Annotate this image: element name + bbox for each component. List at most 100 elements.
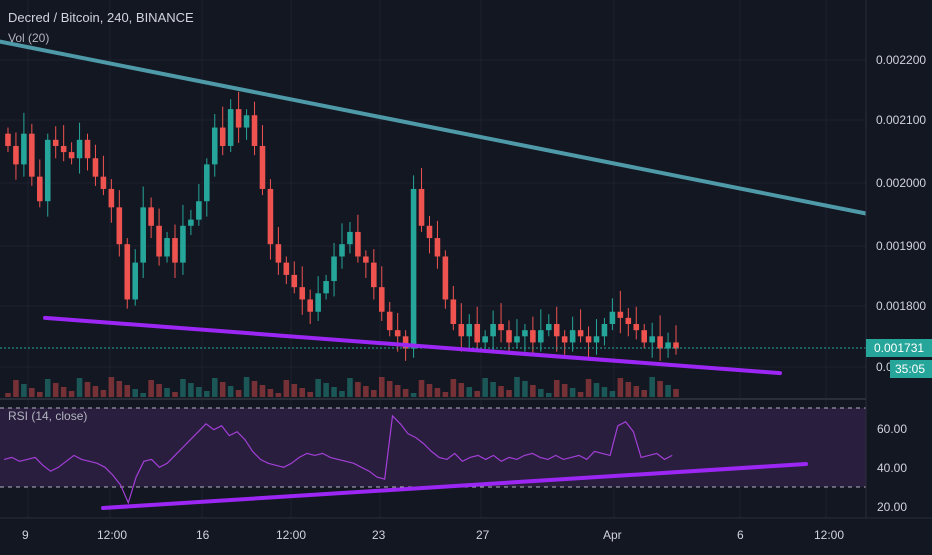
volume-bar bbox=[211, 378, 218, 397]
volume-bar bbox=[299, 388, 306, 397]
current-price-label: 0.001731 bbox=[874, 341, 924, 355]
volume-bar bbox=[148, 380, 154, 397]
volume-bar bbox=[5, 393, 11, 397]
candle-body bbox=[164, 238, 170, 257]
current-price-badge bbox=[866, 339, 932, 357]
candle-body bbox=[60, 145, 67, 153]
candle-body bbox=[530, 330, 536, 343]
candle-body bbox=[538, 330, 544, 343]
volume-bar bbox=[219, 382, 226, 397]
volume-bar bbox=[553, 380, 560, 397]
candle-body bbox=[196, 201, 202, 220]
volume-bar bbox=[657, 381, 663, 397]
candle-body bbox=[116, 207, 123, 245]
candle-body bbox=[506, 330, 512, 343]
time-tick: 16 bbox=[196, 528, 210, 542]
candle-body bbox=[490, 324, 496, 337]
candle-body bbox=[569, 330, 576, 343]
symbol-title[interactable]: Decred / Bitcoin, 240, BINANCE bbox=[8, 10, 194, 25]
candle-body bbox=[402, 336, 409, 349]
candle-body bbox=[665, 342, 671, 349]
volume-bar bbox=[482, 378, 488, 397]
price-tick: 0.001800 bbox=[876, 299, 926, 313]
candle-body bbox=[609, 311, 616, 325]
candle-body bbox=[156, 225, 162, 257]
volume-bar bbox=[92, 386, 99, 397]
candle-body bbox=[29, 133, 35, 177]
candle-body bbox=[5, 133, 11, 146]
time-tick: 23 bbox=[372, 528, 386, 542]
time-tick: Apr bbox=[603, 528, 622, 542]
volume-bar bbox=[172, 392, 178, 397]
candle-body bbox=[84, 139, 91, 159]
pane-divider[interactable] bbox=[0, 398, 866, 400]
candle-body bbox=[593, 336, 600, 343]
candle-body bbox=[21, 133, 27, 165]
volume-bar bbox=[68, 391, 75, 397]
volume-bar bbox=[673, 389, 679, 397]
candle-body bbox=[204, 164, 210, 202]
volume-bar bbox=[593, 383, 600, 397]
volume-bar bbox=[490, 382, 496, 397]
volume-bar bbox=[347, 378, 353, 397]
candle-body bbox=[482, 336, 488, 343]
candle-body bbox=[577, 330, 584, 337]
volume-bar bbox=[378, 377, 385, 397]
volume-bar bbox=[498, 386, 504, 397]
time-tick: 27 bbox=[476, 528, 490, 542]
volume-bar bbox=[561, 384, 568, 397]
candle-body bbox=[275, 244, 282, 263]
volume-label[interactable]: Vol (20) bbox=[8, 31, 49, 45]
price-tick: 0.002000 bbox=[876, 176, 926, 190]
volume-bar bbox=[140, 393, 146, 397]
volume-bar bbox=[601, 387, 608, 397]
candle-body bbox=[283, 262, 290, 275]
candle-body bbox=[323, 281, 329, 294]
candle-body bbox=[514, 336, 520, 343]
countdown-label: 35:05 bbox=[895, 362, 925, 376]
price-tick: 0.002200 bbox=[876, 53, 926, 67]
volume-bar bbox=[132, 389, 139, 397]
price-tick: 0.002100 bbox=[876, 113, 926, 127]
volume-bar bbox=[275, 393, 282, 397]
volume-bar bbox=[617, 378, 624, 397]
candle-body bbox=[299, 287, 306, 300]
candle-body bbox=[355, 231, 361, 257]
volume-bar bbox=[569, 388, 576, 397]
volume-bar bbox=[307, 392, 313, 397]
time-tick: 12:00 bbox=[814, 528, 844, 542]
time-axis[interactable]: 9 12:00 16 12:00 23 27 Apr 6 12:00 bbox=[0, 517, 932, 550]
time-tick: 12:00 bbox=[276, 528, 306, 542]
volume-bar bbox=[355, 382, 361, 397]
candle-body bbox=[267, 188, 274, 245]
volume-bar bbox=[116, 381, 123, 397]
rsi-tick: 60.00 bbox=[877, 422, 907, 436]
candle-body bbox=[227, 109, 234, 146]
volume-bar bbox=[339, 391, 345, 397]
candles bbox=[5, 91, 679, 361]
volume-bar bbox=[164, 388, 170, 397]
candle-body bbox=[37, 176, 43, 202]
volume-bar bbox=[450, 379, 457, 397]
volume-bar bbox=[363, 386, 369, 397]
candle-body bbox=[92, 158, 99, 177]
rsi-trendline[interactable] bbox=[101, 462, 808, 510]
candle-body bbox=[211, 127, 218, 165]
support-trendline[interactable] bbox=[43, 315, 782, 376]
volume-bar bbox=[609, 391, 616, 397]
rsi-label[interactable]: RSI (14, close) bbox=[8, 409, 87, 423]
resistance-trendline[interactable] bbox=[0, 39, 868, 216]
candle-body bbox=[132, 262, 139, 300]
volume-bar bbox=[235, 390, 242, 397]
volume-bar bbox=[466, 387, 473, 397]
candle-body bbox=[625, 317, 632, 325]
candle-body bbox=[418, 188, 425, 226]
rsi-axis[interactable]: 60.00 40.00 20.00 bbox=[867, 400, 932, 518]
candle-body bbox=[450, 299, 457, 325]
candle-body bbox=[124, 244, 131, 300]
price-axis[interactable]: 0.002200 0.002100 0.002000 0.001900 0.00… bbox=[865, 0, 932, 518]
volume-bar bbox=[434, 388, 441, 397]
volume-bar bbox=[259, 385, 266, 397]
